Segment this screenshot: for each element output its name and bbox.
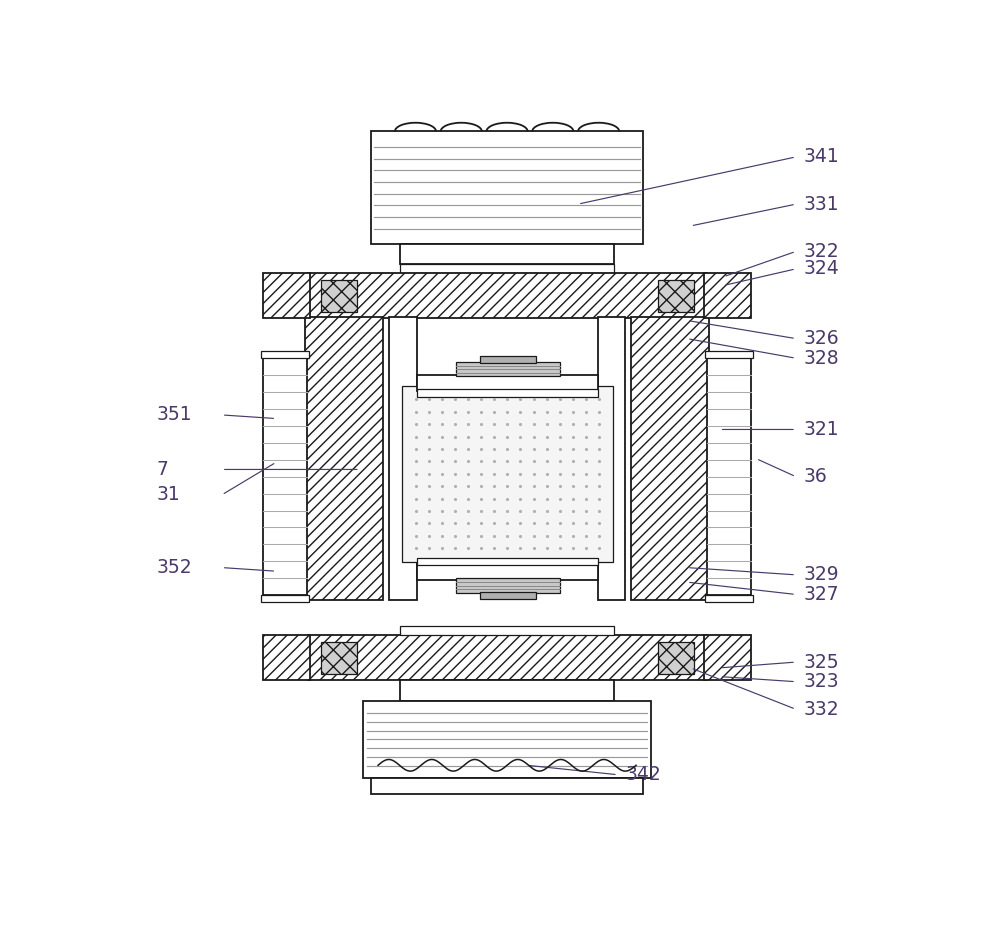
Text: 323: 323 (803, 672, 839, 691)
Bar (363, 700, 651, 779)
Bar (631, 317, 709, 600)
Bar (658, 642, 694, 674)
Bar (456, 579, 560, 593)
Text: 332: 332 (803, 700, 839, 718)
Bar (417, 375, 598, 391)
Bar (456, 362, 560, 377)
Text: 327: 327 (803, 585, 839, 604)
Bar (263, 635, 310, 681)
Bar (480, 356, 536, 363)
Bar (261, 351, 309, 358)
Bar (417, 558, 598, 565)
Bar (308, 635, 707, 681)
Text: 36: 36 (803, 467, 827, 486)
Text: 328: 328 (803, 348, 839, 368)
Bar (400, 681, 614, 700)
Bar (480, 592, 536, 598)
Text: 7: 7 (156, 460, 168, 479)
Bar (417, 390, 598, 396)
Bar (417, 564, 598, 580)
Bar (389, 317, 417, 600)
Text: 321: 321 (803, 420, 839, 439)
Text: 341: 341 (803, 147, 839, 166)
Text: 331: 331 (803, 194, 839, 213)
Bar (704, 273, 751, 318)
Bar (400, 244, 614, 264)
Text: 324: 324 (803, 260, 839, 278)
Bar (321, 642, 357, 674)
Text: 325: 325 (803, 652, 839, 671)
Bar (263, 273, 310, 318)
Bar (371, 779, 643, 794)
Bar (305, 317, 383, 600)
Text: 342: 342 (625, 766, 661, 784)
Bar (371, 131, 643, 244)
Text: 326: 326 (803, 329, 839, 348)
Text: 351: 351 (156, 405, 192, 425)
Text: 329: 329 (803, 565, 839, 584)
Bar (598, 317, 625, 600)
Text: 322: 322 (803, 242, 839, 261)
Bar (705, 596, 753, 602)
Bar (400, 263, 614, 273)
Bar (402, 386, 613, 562)
Bar (261, 596, 309, 602)
Text: 31: 31 (156, 485, 180, 504)
Bar (321, 279, 357, 312)
Bar (263, 358, 307, 596)
Bar (707, 358, 751, 596)
Bar (658, 279, 694, 312)
Bar (704, 635, 751, 681)
Text: 352: 352 (156, 558, 192, 577)
Bar (400, 626, 614, 635)
Bar (705, 351, 753, 358)
Bar (308, 273, 707, 318)
